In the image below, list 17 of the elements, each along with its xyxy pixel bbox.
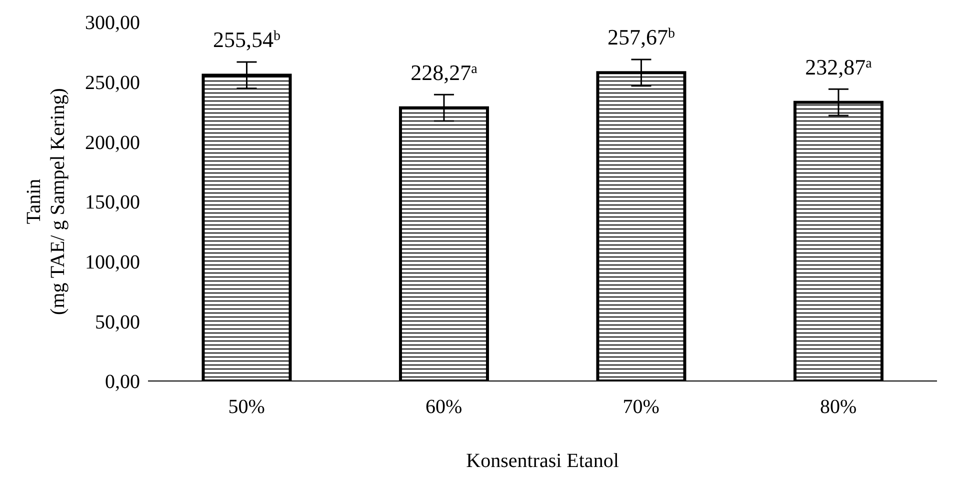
y-tick-label: 50,00 bbox=[95, 311, 140, 334]
x-tick-label: 80% bbox=[820, 396, 857, 418]
y-axis-title: Tanin (mg TAE/ g Sampel Kering) bbox=[23, 88, 69, 315]
x-tick-label: 60% bbox=[426, 396, 462, 418]
data-label: 255,54$^{b}$ bbox=[212, 27, 280, 52]
x-axis-title: Konsentrasi Etanol bbox=[466, 450, 620, 472]
y-tick-label: 100,00 bbox=[85, 251, 140, 274]
y-tick-label: 150,00 bbox=[85, 192, 140, 214]
x-tick-label: 50% bbox=[228, 396, 265, 418]
x-tick-label: 70% bbox=[622, 396, 660, 418]
data-label: 257,67$^{b}$ bbox=[607, 24, 675, 50]
y-tick-label: 0,00 bbox=[105, 371, 140, 394]
data-label: 232,87$^{a}$ bbox=[805, 54, 873, 80]
y-tick-label: 250,00 bbox=[85, 72, 140, 94]
y-tick-label: 300,00 bbox=[85, 12, 140, 34]
data-label: 228,27$^{a}$ bbox=[410, 60, 478, 85]
y-tick-label: 200,00 bbox=[85, 132, 140, 154]
